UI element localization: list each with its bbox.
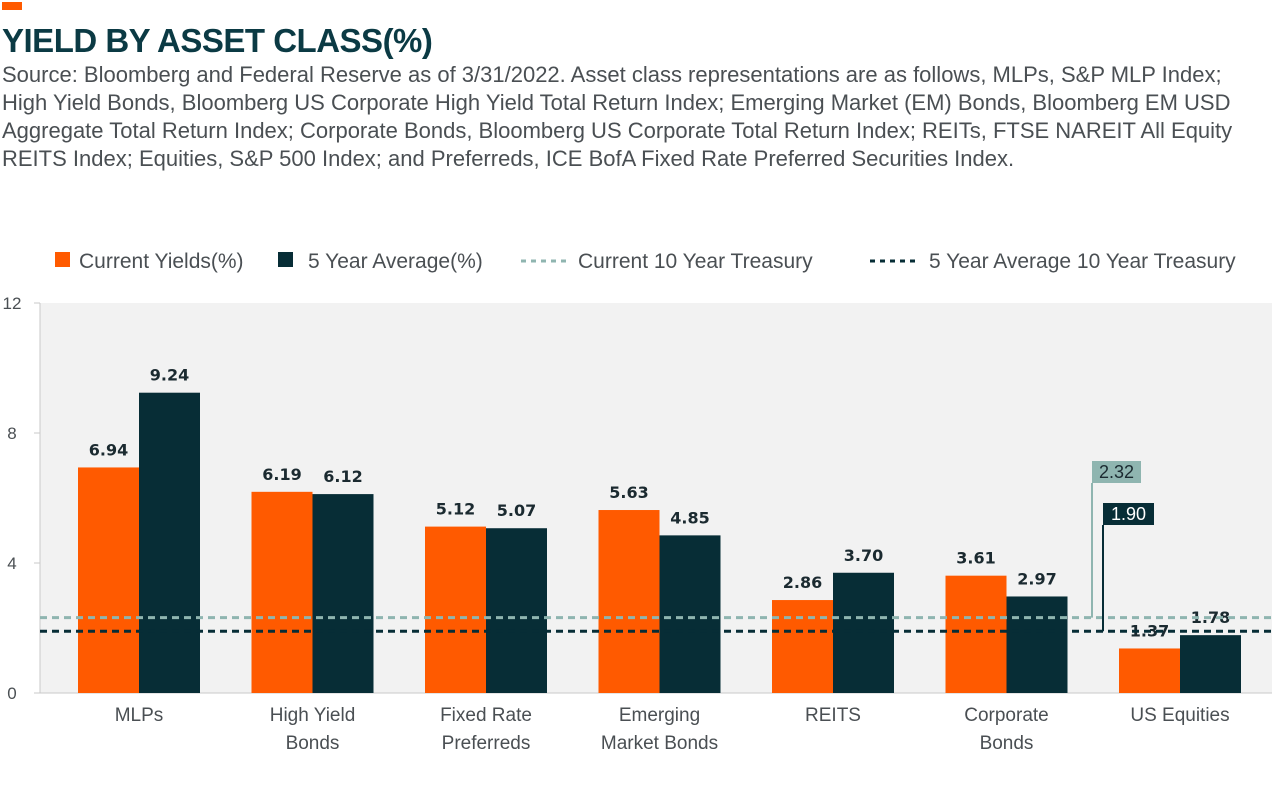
data-label-five-year-average: 9.24 xyxy=(150,366,189,385)
chart-title: YIELD BY ASSET CLASS(%) xyxy=(2,22,433,59)
x-category-label: Emerging xyxy=(619,705,700,726)
bar-current-yield xyxy=(1119,648,1180,693)
y-tick-label: 4 xyxy=(7,554,16,573)
legend-swatch-five-year-average xyxy=(278,252,293,267)
x-category-label: REITS xyxy=(805,705,861,726)
bar-five-year-average xyxy=(659,535,721,693)
data-label-current-yield: 3.61 xyxy=(956,549,995,568)
data-label-five-year-average: 5.07 xyxy=(497,501,536,520)
avg-treasury-callout-label: 1.90 xyxy=(1111,504,1146,524)
bar-current-yield xyxy=(945,575,1007,693)
bar-five-year-average xyxy=(312,494,374,693)
x-category-label: Corporate xyxy=(964,705,1049,726)
x-category-label: Bonds xyxy=(980,733,1034,754)
chart-source-note: Source: Bloomberg and Federal Reserve as… xyxy=(2,62,1233,171)
bar-current-yield xyxy=(772,600,833,693)
x-category-label: Fixed Rate xyxy=(440,705,532,726)
y-tick-label: 8 xyxy=(7,424,16,443)
avg-treasury-callout-box xyxy=(1103,503,1154,525)
bar-five-year-average xyxy=(486,528,547,693)
data-label-five-year-average: 2.97 xyxy=(1017,569,1056,588)
x-category-label: US Equities xyxy=(1130,705,1229,726)
x-category-label: Market Bonds xyxy=(601,733,718,754)
x-category-label: High Yield xyxy=(270,705,356,726)
current-treasury-callout-label: 2.32 xyxy=(1099,462,1134,482)
legend-swatch-current-yields xyxy=(55,252,70,267)
bar-current-yield xyxy=(251,491,313,693)
y-tick-label: 12 xyxy=(3,294,22,313)
data-label-current-yield: 6.94 xyxy=(89,440,128,459)
data-label-current-yield: 2.86 xyxy=(783,573,822,592)
data-label-current-yield: 6.19 xyxy=(262,465,301,484)
bar-current-yield xyxy=(78,467,139,693)
legend-label-five-year-average: 5 Year Average(%) xyxy=(308,250,483,273)
current-treasury-callout-box xyxy=(1092,461,1141,483)
title-accent-bar xyxy=(2,2,22,10)
bar-five-year-average xyxy=(139,392,200,693)
legend-label-current-treasury: Current 10 Year Treasury xyxy=(578,250,813,273)
x-category-label: Bonds xyxy=(286,733,340,754)
bar-current-yield xyxy=(425,526,486,693)
bar-five-year-average xyxy=(833,572,894,693)
x-category-label: MLPs xyxy=(115,705,164,726)
data-label-current-yield: 5.63 xyxy=(609,483,648,502)
data-label-five-year-average: 3.70 xyxy=(844,546,883,565)
legend-label-current-yields: Current Yields(%) xyxy=(79,250,244,273)
y-tick-label: 0 xyxy=(7,684,16,703)
data-label-five-year-average: 4.85 xyxy=(670,508,709,527)
bar-five-year-average xyxy=(1006,596,1068,693)
x-category-label: Preferreds xyxy=(442,733,531,754)
bar-five-year-average xyxy=(1180,635,1241,693)
data-label-five-year-average: 6.12 xyxy=(323,467,362,486)
legend-label-average-treasury: 5 Year Average 10 Year Treasury xyxy=(929,250,1236,273)
data-label-current-yield: 5.12 xyxy=(436,500,475,519)
bar-current-yield xyxy=(598,510,660,693)
